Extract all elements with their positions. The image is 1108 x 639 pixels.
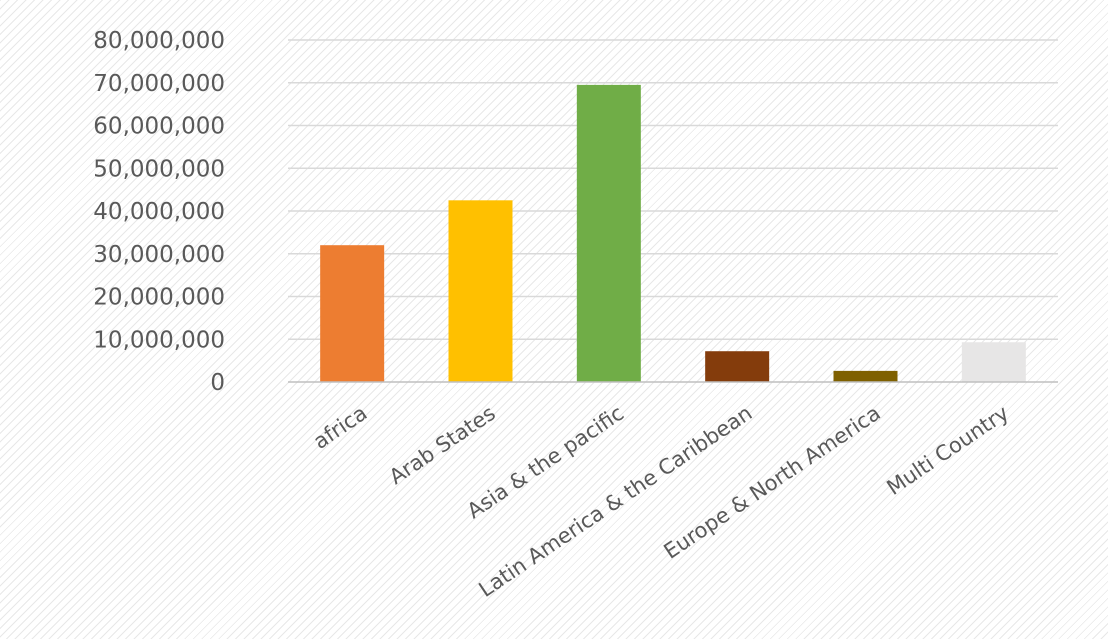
x-category-label: Multi Country bbox=[882, 401, 1013, 500]
bar bbox=[705, 351, 770, 382]
y-axis-tick-labels: 0 10,000,000 20,000,000 30,000,000 40,000,00… bbox=[93, 28, 225, 396]
gridlines bbox=[288, 39, 1058, 340]
bar bbox=[961, 342, 1026, 382]
x-category-label: Arab States bbox=[385, 401, 500, 489]
y-tick-label: 30,000,000 bbox=[93, 242, 225, 268]
bar bbox=[833, 370, 898, 382]
x-category-label: africa bbox=[309, 401, 371, 454]
y-tick-label: 40,000,000 bbox=[93, 199, 225, 225]
bars bbox=[320, 84, 1026, 382]
y-tick-label: 80,000,000 bbox=[93, 28, 225, 54]
bar bbox=[320, 245, 385, 382]
y-tick-label: 70,000,000 bbox=[93, 71, 225, 97]
y-tick-label: 60,000,000 bbox=[93, 114, 225, 140]
bar bbox=[448, 200, 513, 382]
y-tick-label: 20,000,000 bbox=[93, 285, 225, 311]
x-category-label: Europe & North America bbox=[659, 401, 884, 564]
x-category-label: Latin America & the Caribbean bbox=[475, 401, 757, 602]
y-tick-label: 50,000,000 bbox=[93, 156, 225, 182]
bar bbox=[576, 84, 641, 382]
y-tick-label: 10,000,000 bbox=[93, 327, 225, 353]
y-tick-label: 0 bbox=[210, 370, 225, 396]
